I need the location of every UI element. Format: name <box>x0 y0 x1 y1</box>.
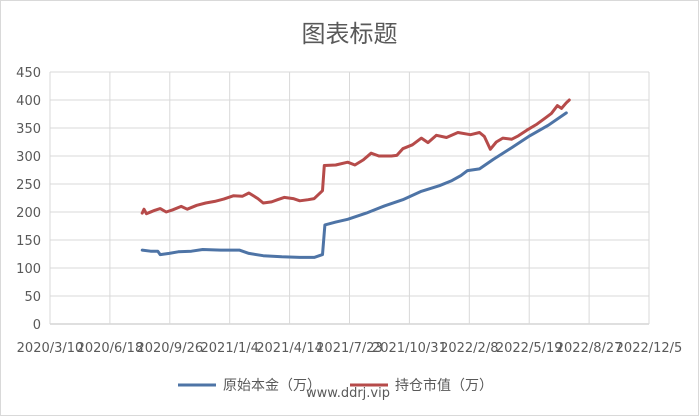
y-tick-label: 400 <box>16 94 41 109</box>
legend-label: 原始本金（万） <box>223 378 321 394</box>
x-tick-label: 2022/8/27 <box>556 341 623 356</box>
y-axis-ticks: 0 50 100 150 200 250 300 350 400 450 <box>16 66 41 333</box>
legend-label: 持仓市值（万） <box>395 377 493 394</box>
y-tick-label: 50 <box>24 290 41 305</box>
x-tick-label: 2021/7/23 <box>316 341 383 356</box>
x-tick-label: 2022/2/8 <box>440 341 498 356</box>
watermark-text: www.ddrj.vip <box>306 386 390 401</box>
y-tick-label: 200 <box>16 206 41 221</box>
x-tick-label: 2022/12/5 <box>616 341 683 356</box>
x-tick-label: 2020/6/18 <box>77 341 144 356</box>
series-lines <box>140 98 571 259</box>
x-tick-label: 2021/10/31 <box>372 341 447 356</box>
legend: 原始本金（万） 持仓市值（万） <box>178 377 493 394</box>
x-tick-label: 2021/4/14 <box>256 341 323 356</box>
y-tick-label: 250 <box>16 178 41 193</box>
y-tick-label: 150 <box>16 234 41 249</box>
y-tick-label: 0 <box>33 318 41 333</box>
y-tick-label: 300 <box>16 150 41 165</box>
series-line-principal <box>140 111 568 259</box>
x-tick-label: 2020/9/26 <box>136 341 203 356</box>
x-axis-ticks: 2020/3/102020/6/182020/9/262021/1/42021/… <box>17 341 683 356</box>
x-tick-label: 2021/1/4 <box>201 341 259 356</box>
y-tick-label: 450 <box>16 66 41 81</box>
x-tick-label: 2020/3/10 <box>17 341 84 356</box>
chart-title: 图表标题 <box>301 20 398 48</box>
x-tick-label: 2022/5/19 <box>496 341 563 356</box>
y-tick-label: 350 <box>16 122 41 137</box>
y-tick-label: 100 <box>16 262 41 277</box>
series-line-market-value <box>140 98 571 216</box>
grid <box>49 71 650 325</box>
